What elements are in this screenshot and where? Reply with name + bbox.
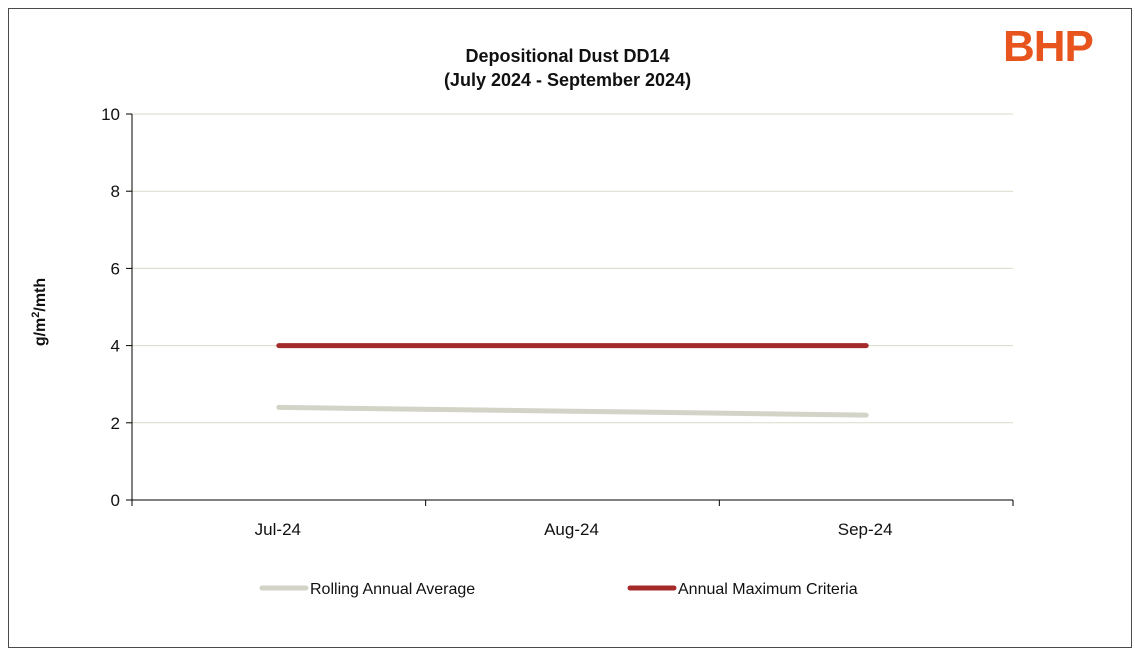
bhp-logo: BHP [1003,22,1094,71]
x-tick-labels: Jul-24 Aug-24 Sep-24 [255,520,893,539]
series-line-rolling-annual-average [276,404,869,418]
legend-label: Annual Maximum Criteria [678,581,858,598]
y-tick-label: 0 [111,491,120,510]
y-tick-labels: 0 2 4 6 8 10 [101,105,120,510]
legend: Rolling Annual Average Annual Maximum Cri… [259,581,858,598]
y-tick-label: 8 [111,182,120,201]
x-tick-label: Sep-24 [838,520,893,539]
y-tick-label: 10 [101,105,120,124]
chart-subtitle: (July 2024 - September 2024) [443,70,692,90]
chart-frame [8,8,1132,648]
x-tick-label: Jul-24 [255,520,301,539]
legend-label: Rolling Annual Average [310,581,475,598]
y-tick-label: 4 [111,337,120,356]
y-axis-label: g/m2/mth [30,278,49,346]
axes [126,113,1014,506]
gridlines [132,113,1013,424]
y-tick-label: 6 [111,259,120,278]
y-tick-label: 2 [111,414,120,433]
chart-title: Depositional Dust DD14 [465,46,670,66]
x-tick-label: Aug-24 [544,520,599,539]
series-lines [276,343,869,418]
chart-title-block: Depositional Dust DD14 (July 2024 - Sept… [0,44,1135,92]
